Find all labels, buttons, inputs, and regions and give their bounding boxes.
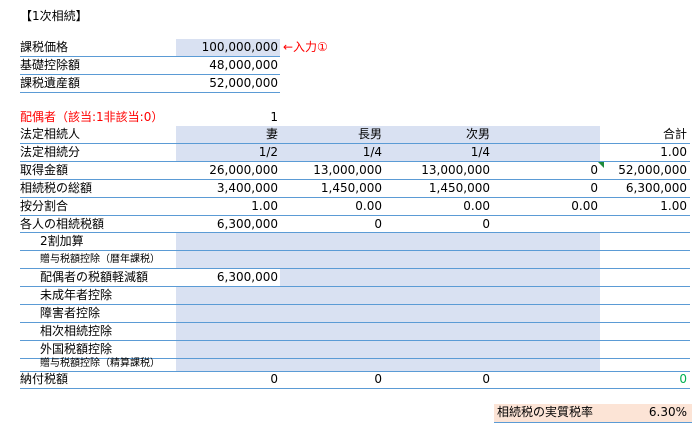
- col-total: 合計: [662, 127, 687, 141]
- cell-wife[interactable]: 0: [270, 372, 278, 386]
- cell-eldest-son[interactable]: 0: [374, 372, 382, 386]
- cell-blank[interactable]: 0: [590, 181, 598, 195]
- divider: [20, 92, 280, 93]
- divider: [20, 215, 690, 216]
- divider: [20, 371, 690, 372]
- row-label: 各人の相続税額: [20, 217, 105, 231]
- row-label: 2割加算: [40, 234, 84, 248]
- cell-wife[interactable]: 1.00: [251, 199, 278, 213]
- cell-second-son[interactable]: 0.00: [463, 199, 490, 213]
- cell-second-son[interactable]: 0: [482, 372, 490, 386]
- cell-wife[interactable]: 1/2: [258, 145, 278, 159]
- divider: [20, 179, 690, 180]
- cell-wife[interactable]: 6,300,000: [216, 270, 278, 284]
- cell-second-son[interactable]: 13,000,000: [421, 163, 490, 177]
- taxable-estate-value: 52,000,000: [209, 76, 278, 90]
- effective-rate-value: 6.30%: [648, 405, 687, 419]
- row-label: 贈与税額控除（精算課税）: [40, 358, 160, 369]
- divider: [20, 388, 690, 389]
- cell-total[interactable]: 52,000,000: [618, 163, 687, 177]
- cell-eldest-son[interactable]: 0: [374, 217, 382, 231]
- divider: [494, 422, 692, 423]
- cell-comment-marker: [598, 162, 604, 168]
- spouse-flag-label: 配偶者（該当:1非該当:0）: [20, 110, 164, 124]
- row-label: 配偶者の税額軽減額: [40, 270, 149, 284]
- cell-wife[interactable]: 3,400,000: [216, 181, 278, 195]
- taxable-price-input[interactable]: 100,000,000: [201, 40, 278, 54]
- row-label: 相次相続控除: [40, 324, 113, 338]
- divider: [20, 268, 690, 269]
- taxable-price-input-bg: [176, 39, 280, 56]
- heirs-label: 法定相続人: [20, 127, 81, 141]
- cell-wife[interactable]: 6,300,000: [216, 217, 278, 231]
- divider: [20, 74, 280, 75]
- col-eldest-son: 長男: [357, 127, 382, 141]
- cell-eldest-son[interactable]: 1,450,000: [320, 181, 382, 195]
- spouse-flag-input[interactable]: 1: [270, 110, 278, 124]
- divider: [20, 197, 690, 198]
- cell-second-son[interactable]: 0: [482, 217, 490, 231]
- row-label: 未成年者控除: [40, 288, 113, 302]
- wife-deductions-bg-mid: [176, 287, 280, 339]
- divider: [20, 143, 690, 144]
- sheet-title: 【1次相続】: [20, 9, 88, 23]
- cell-second-son[interactable]: 1,450,000: [428, 181, 490, 195]
- effective-rate-bg: [494, 404, 692, 422]
- row-label: 贈与税額控除（暦年課税）: [40, 254, 160, 265]
- effective-rate-label: 相続税の実質税率: [497, 405, 594, 419]
- cell-total[interactable]: 1.00: [660, 145, 687, 159]
- divider: [20, 232, 690, 233]
- row-label: 取得金額: [20, 163, 69, 177]
- cell-total[interactable]: 6,300,000: [625, 181, 687, 195]
- cell-second-son[interactable]: 1/4: [470, 145, 490, 159]
- divider: [20, 304, 690, 305]
- wife-deductions-bg-lower: [176, 339, 280, 371]
- row-label: 法定相続分: [20, 145, 81, 159]
- cell-total[interactable]: 0: [679, 372, 687, 386]
- divider: [20, 56, 280, 57]
- cell-blank[interactable]: 0: [590, 163, 598, 177]
- basic-deduction-value: 48,000,000: [209, 58, 278, 72]
- cell-wife[interactable]: 26,000,000: [209, 163, 278, 177]
- divider: [20, 286, 690, 287]
- row-label: 障害者控除: [40, 306, 101, 320]
- row-label: 外国税額控除: [40, 342, 113, 356]
- divider: [20, 161, 690, 162]
- divider: [20, 322, 690, 323]
- row-label: 納付税額: [20, 372, 69, 386]
- cell-eldest-son[interactable]: 0.00: [355, 199, 382, 213]
- col-wife: 妻: [265, 127, 278, 141]
- divider: [20, 340, 690, 341]
- cell-eldest-son[interactable]: 13,000,000: [313, 163, 382, 177]
- taxable-estate-label: 課税遺産額: [20, 76, 81, 90]
- divider: [20, 250, 690, 251]
- cell-total[interactable]: 1.00: [660, 199, 687, 213]
- cell-blank[interactable]: 0.00: [571, 199, 598, 213]
- others-deductions-bg: [280, 232, 600, 371]
- taxable-price-label: 課税価格: [20, 40, 69, 54]
- basic-deduction-label: 基礎控除額: [20, 58, 81, 72]
- wife-reduction-cell-bg: [176, 269, 280, 286]
- input-note: ←入力①: [283, 40, 328, 54]
- row-label: 按分割合: [20, 199, 69, 213]
- col-second-son: 次男: [465, 127, 490, 141]
- row-label: 相続税の総額: [20, 181, 93, 195]
- divider: [20, 358, 690, 359]
- cell-eldest-son[interactable]: 1/4: [362, 145, 382, 159]
